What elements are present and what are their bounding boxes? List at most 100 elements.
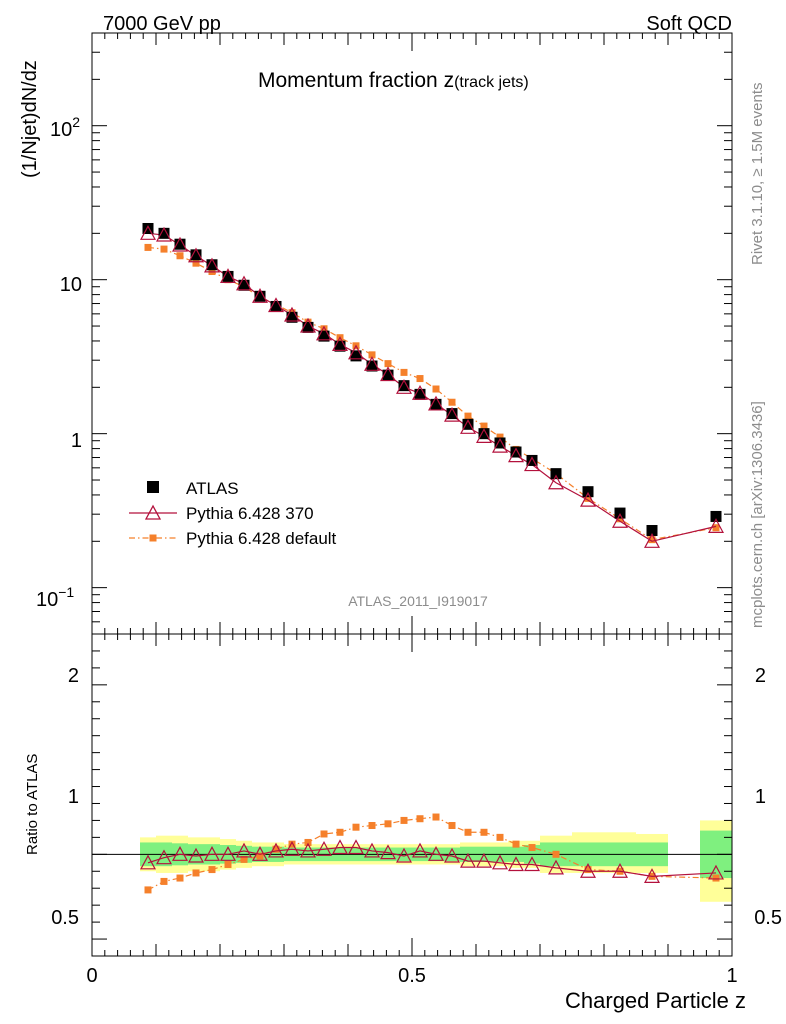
- ratio-370-point: [459, 852, 477, 868]
- pythia-370-point: [155, 226, 173, 242]
- ratio-370-point: [347, 839, 365, 855]
- ratio-default-point: [496, 833, 504, 841]
- atlas-point: [550, 468, 562, 480]
- pythia-370-point: [547, 474, 565, 490]
- pythia-default-point: [432, 385, 440, 393]
- ratio-default-point: [584, 866, 592, 874]
- pythia-370-point: [611, 512, 629, 528]
- pythia-370-point: [443, 406, 461, 422]
- atlas-point: [582, 486, 594, 498]
- pythia-default-point: [416, 375, 424, 383]
- ratio-370-point: [611, 862, 629, 878]
- pythia-370-point: [475, 428, 493, 443]
- ratio-370-point: [707, 864, 725, 880]
- ratio-default-point: [416, 815, 424, 823]
- ratio-370-point: [331, 839, 349, 855]
- pythia-default-point: [144, 243, 152, 251]
- pythia-370-point: [491, 437, 509, 453]
- ratio-default-point: [400, 816, 408, 824]
- pythia-370-point: [579, 491, 597, 507]
- atlas-point: [270, 300, 282, 312]
- ratio-370-point: [251, 846, 269, 861]
- ratio-default-point: [712, 874, 720, 882]
- atlas-point: [318, 330, 330, 342]
- pythia-370-point: [643, 533, 661, 548]
- ratio-370-point: [475, 852, 493, 868]
- ratio-370-point: [547, 859, 565, 875]
- rivet-version-label: Rivet 3.1.10, ≥ 1.5M events: [749, 83, 766, 266]
- ratio-panel: 2 1 0.5 2 1 0.5 Ratio to ATLAS 0 0.5 1 C…: [24, 633, 782, 1013]
- ratio-default-point: [240, 855, 248, 863]
- ratio-ytick-label-2-right: 2: [755, 665, 766, 687]
- legend-pythia370-marker: [144, 504, 162, 520]
- ratio-ytick-label-0.5: 0.5: [51, 907, 79, 929]
- ratio-default-point: [192, 869, 200, 877]
- atlas-point: [142, 222, 154, 234]
- pythia-default-point: [480, 422, 488, 430]
- pythia-default-point: [368, 351, 376, 359]
- ratio-default-point: [512, 840, 520, 848]
- main-axis-ticks: [91, 32, 733, 635]
- chart-title: Momentum fraction z(track jets): [258, 69, 529, 92]
- atlas-point: [366, 360, 378, 372]
- pythia-default-point: [648, 536, 656, 544]
- atlas-point: [206, 259, 218, 271]
- legend-default-label: Pythia 6.428 default: [186, 529, 337, 548]
- ratio-default-point: [384, 820, 392, 828]
- ratio-370-point: [235, 842, 253, 858]
- collision-energy-label: 7000 GeV pp: [103, 13, 221, 35]
- atlas-point: [222, 270, 234, 282]
- ratio-ylabel: Ratio to ATLAS: [24, 754, 41, 855]
- ratio-default-point: [464, 828, 472, 836]
- atlas-point: [478, 428, 490, 440]
- pythia-default-point: [192, 259, 200, 267]
- atlas-point: [526, 454, 538, 466]
- main-series: [139, 222, 725, 548]
- ratio-default-point: [320, 830, 328, 838]
- atlas-point: [334, 340, 346, 352]
- legend: ATLAS Pythia 6.428 370 Pythia 6.428 defa…: [129, 479, 337, 548]
- pythia-default-point: [160, 245, 168, 253]
- ratio-370-point: [523, 856, 541, 872]
- ratio-default-point: [552, 850, 560, 858]
- main-panel: 102 10 1 10−1 (1/Njet)dN/dz Momentum fra…: [19, 32, 733, 635]
- atlas-point: [462, 418, 474, 430]
- atlas-point: [710, 510, 722, 522]
- pythia-default-point: [464, 412, 472, 420]
- ratio-ytick-label-0.5-right: 0.5: [754, 907, 782, 929]
- atlas-point: [174, 238, 186, 250]
- ratio-370-point: [363, 842, 381, 858]
- xtick-label-1: 1: [726, 965, 737, 987]
- pythia-default-point: [584, 494, 592, 502]
- pythia-370-point: [459, 419, 477, 434]
- pythia-370-point: [203, 257, 221, 273]
- ratio-370-point: [219, 846, 237, 861]
- ratio-370-point: [443, 847, 461, 863]
- ratio-370-point: [171, 846, 189, 861]
- ratio-370-point: [579, 862, 597, 878]
- xtick-label-0.5: 0.5: [398, 965, 426, 987]
- atlas-point: [446, 408, 458, 420]
- ratio-default-point: [304, 838, 312, 846]
- pythia-370-point: [331, 336, 349, 351]
- ratio-370-point: [643, 868, 661, 883]
- ratio-370-point: [411, 842, 429, 858]
- atlas-point: [190, 249, 202, 261]
- pythia-default-point: [176, 252, 184, 260]
- ratio-370-point: [187, 847, 205, 863]
- legend-default-marker: [149, 534, 157, 542]
- ratio-default-point: [208, 866, 216, 874]
- atlas-point: [254, 290, 266, 302]
- atlas-point: [238, 279, 250, 291]
- pythia-default-point: [616, 515, 624, 523]
- mcplots-label: mcplots.cern.ch [arXiv:1306.3436]: [749, 401, 766, 628]
- ratio-default-point: [256, 852, 264, 860]
- ratio-default-point: [160, 877, 168, 885]
- ratio-370-point: [283, 840, 301, 856]
- ratio-370-point: [379, 844, 397, 860]
- ratio-default-point: [432, 813, 440, 821]
- ratio-ytick-label-2: 2: [68, 665, 79, 687]
- pythia-default-point: [320, 325, 328, 333]
- pythia-370-point: [395, 379, 413, 394]
